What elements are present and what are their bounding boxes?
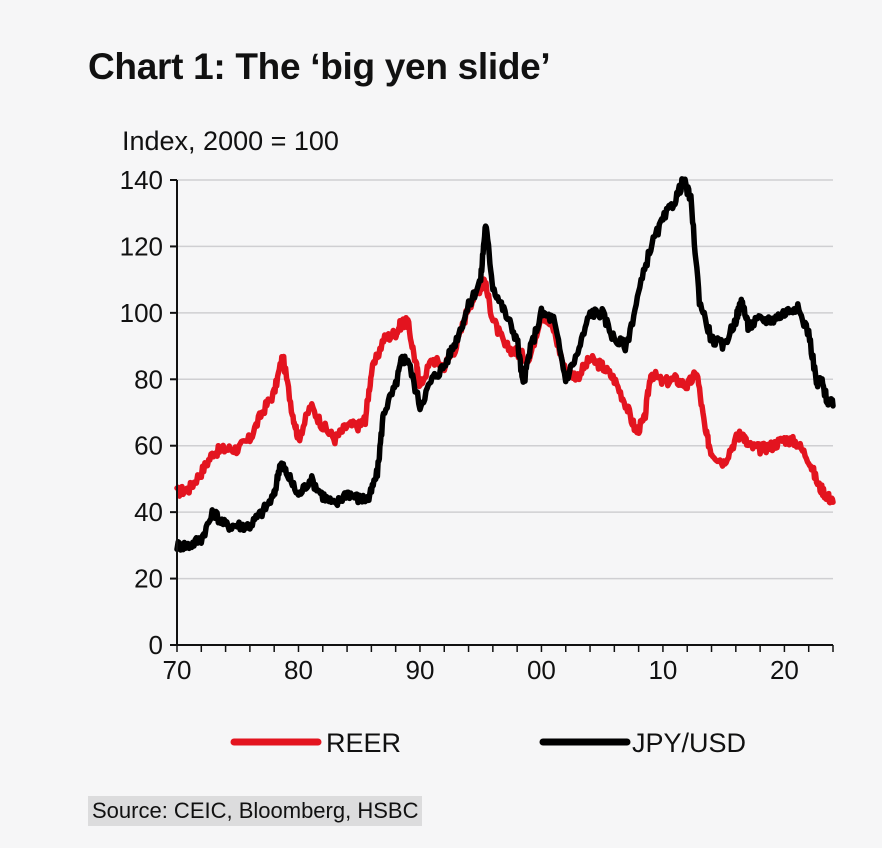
y-tick-label: 60: [134, 431, 163, 461]
source-note: Source: CEIC, Bloomberg, HSBC: [88, 796, 423, 826]
chart-title: Chart 1: The ‘big yen slide’: [88, 46, 551, 87]
x-tick-label: 20: [770, 655, 799, 685]
y-tick-label: 100: [120, 298, 163, 328]
series-line-jpy-usd: [174, 176, 836, 553]
y-tick-label: 140: [120, 165, 163, 195]
x-tick-label: 10: [648, 655, 677, 685]
axes: [170, 179, 834, 652]
x-tick-label: 00: [527, 655, 556, 685]
y-axis-label: Index, 2000 = 100: [122, 126, 339, 156]
x-tick-label: 70: [163, 655, 192, 685]
series-line-reer: [174, 276, 836, 506]
legend-label-reer: REER: [326, 728, 401, 758]
y-tick-label: 120: [120, 231, 163, 261]
y-tick-label: 80: [134, 364, 163, 394]
x-tick-label: 80: [284, 655, 313, 685]
y-tick-label: 20: [134, 564, 163, 594]
tick-labels: 0 20 40 60 80 100 120 140 70 80 90 00 10 20: [120, 165, 799, 685]
y-tick-label: 0: [149, 630, 163, 660]
series-lines: [174, 176, 836, 553]
legend-label-jpy-usd: JPY/USD: [632, 728, 746, 758]
legend: REER JPY/USD: [230, 728, 746, 758]
x-tick-label: 90: [406, 655, 435, 685]
gridlines: [177, 179, 833, 580]
y-tick-label: 40: [134, 497, 163, 527]
